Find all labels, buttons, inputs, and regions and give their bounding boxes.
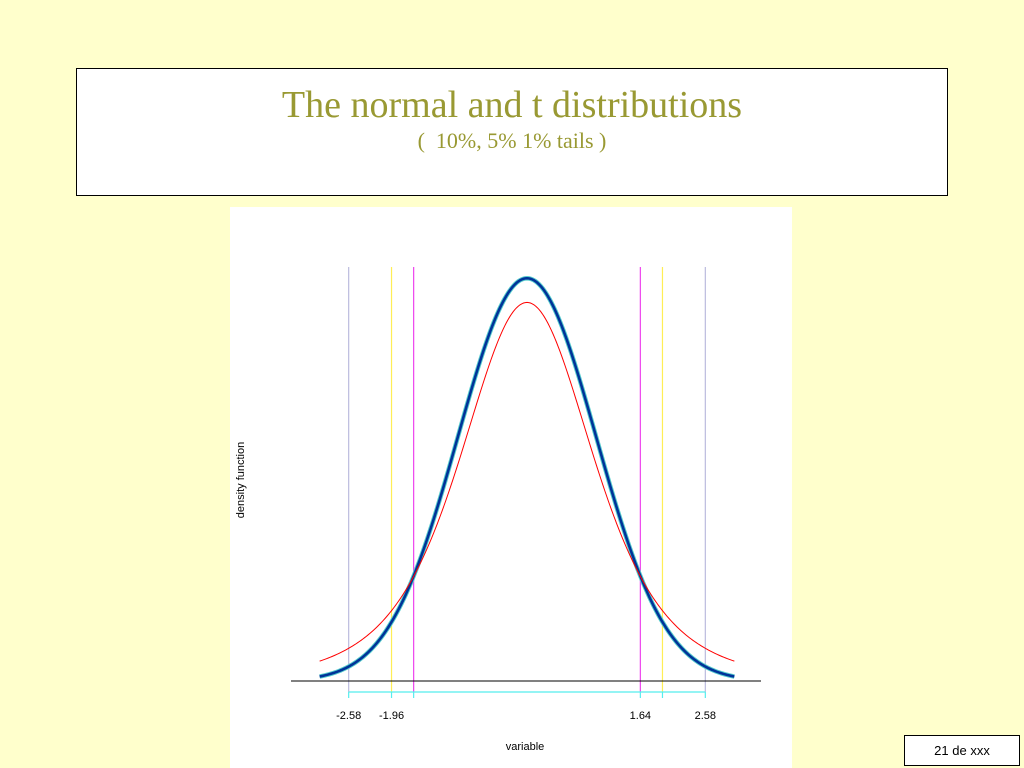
tick-labels: -2.58 -1.96 1.64 2.58	[336, 710, 716, 722]
chart-panel: -2.58 -1.96 1.64 2.58 variable density func…	[230, 207, 792, 768]
tick-label-5: 2.58	[695, 710, 716, 722]
slide-title: The normal and t distributions	[281, 84, 743, 126]
critical-value-lines	[348, 267, 706, 692]
normal-curve-halo	[319, 276, 735, 679]
tick-label-0: -2.58	[336, 710, 361, 722]
x-axis-label: variable	[506, 741, 545, 753]
y-axis-label: density function	[235, 442, 247, 518]
density-curves	[319, 276, 735, 679]
tick-label-3: 1.64	[630, 710, 651, 722]
normal-curve	[319, 276, 735, 678]
page-number: 21 de xxx	[904, 735, 1020, 766]
title-box: The normal and t distributions ( 10%, 5%…	[76, 68, 948, 196]
t-curve	[319, 301, 735, 662]
slide-subtitle: ( 10%, 5% 1% tails )	[417, 128, 607, 153]
tick-axis	[348, 691, 706, 698]
tick-label-1: -1.96	[379, 710, 404, 722]
density-chart: -2.58 -1.96 1.64 2.58 variable density func…	[235, 267, 761, 753]
